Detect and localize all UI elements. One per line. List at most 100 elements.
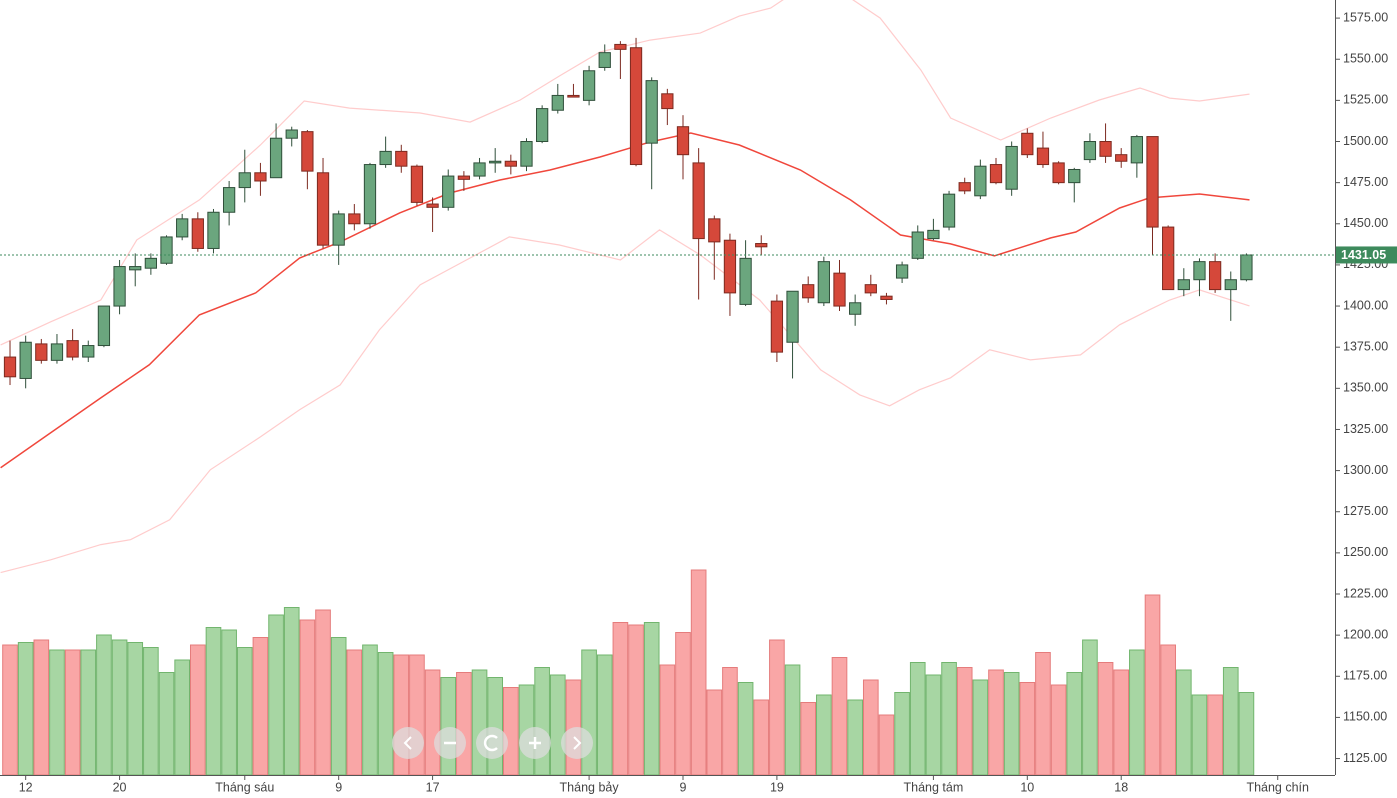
volume-bar	[64, 649, 81, 775]
volume-bar	[1003, 672, 1020, 775]
candle-body	[473, 162, 486, 177]
volume-bar	[831, 657, 848, 775]
volume-bar	[1238, 692, 1255, 775]
volume-bar	[784, 664, 801, 775]
volume-bar	[706, 689, 723, 775]
reset-button[interactable]	[476, 727, 508, 759]
candle-body	[160, 236, 173, 264]
candle-body	[1224, 279, 1237, 291]
candle-body	[348, 213, 361, 225]
x-tick-label: 9	[680, 780, 687, 794]
volume-bar	[456, 672, 472, 775]
volume-bar	[737, 682, 754, 775]
candle-body	[207, 211, 220, 249]
candle-body	[1005, 145, 1018, 190]
volume-bar	[925, 674, 942, 775]
candle-body	[442, 175, 455, 208]
candle-body	[97, 305, 111, 347]
x-tick-label: 12	[19, 780, 33, 794]
volume-bar	[862, 679, 879, 775]
volume-bar	[96, 634, 112, 775]
zoom-in-button[interactable]	[519, 727, 551, 759]
volume-bar	[252, 637, 269, 775]
candle-body	[50, 343, 64, 361]
x-tick-label: 17	[426, 780, 440, 794]
candle-body	[395, 150, 408, 167]
candle-body	[645, 80, 658, 144]
volume-bar	[1066, 672, 1083, 775]
volume-bar	[362, 644, 378, 775]
volume-bar	[127, 642, 144, 775]
y-tick-label: 1275.00	[1343, 504, 1388, 518]
zoom-out-button[interactable]	[434, 727, 466, 759]
candle-body	[176, 218, 189, 238]
volume-bar	[283, 607, 300, 775]
volume-bar	[2, 644, 18, 775]
volume-bar	[909, 662, 926, 775]
candle-body	[19, 341, 32, 379]
volume-bar	[189, 644, 206, 775]
y-tick-label: 1400.00	[1343, 298, 1388, 312]
candle-body	[426, 203, 439, 208]
volume-bar	[1144, 594, 1161, 775]
candle-body	[536, 108, 549, 143]
candle-body	[927, 229, 940, 240]
candle-body	[457, 175, 471, 180]
x-tick-label: Tháng bảy	[560, 780, 620, 794]
candle-body	[285, 129, 298, 139]
volume-bar	[769, 639, 785, 775]
x-tick-label: Tháng tám	[904, 780, 964, 794]
volume-bar	[17, 642, 34, 775]
volume-bar	[174, 659, 190, 775]
volume-bar	[377, 652, 394, 775]
volume-bar	[440, 677, 457, 775]
volume-bar	[1097, 662, 1114, 775]
candle-body	[82, 345, 95, 358]
last-price-box	[1336, 246, 1397, 264]
volume-bar	[878, 714, 895, 775]
y-tick-label: 1375.00	[1343, 339, 1388, 353]
scroll-left-button[interactable]	[392, 727, 424, 759]
y-tick-label: 1150.00	[1343, 710, 1387, 724]
volume-bar	[1191, 694, 1208, 775]
candle-body	[567, 94, 580, 98]
candle-body	[551, 94, 564, 111]
candle-body	[598, 52, 611, 68]
candle-body	[332, 213, 345, 246]
y-tick-label: 1350.00	[1343, 381, 1388, 395]
candle-body	[802, 284, 815, 299]
volume-bar	[236, 647, 253, 775]
volume-bar	[612, 622, 629, 775]
candle-body	[1115, 154, 1128, 162]
volume-bar	[221, 629, 237, 775]
scroll-right-button[interactable]	[561, 727, 593, 759]
candle-body	[1162, 226, 1175, 291]
candle-body	[770, 300, 784, 353]
volume-bar	[268, 614, 284, 775]
candle-body	[786, 290, 799, 343]
volume-bar	[143, 647, 159, 775]
x-tick-label: 20	[113, 780, 127, 794]
volume-bar	[628, 624, 644, 775]
candle-body	[582, 70, 596, 101]
volume-bar	[1175, 669, 1192, 775]
volume-bar	[111, 639, 128, 775]
candle-body	[363, 164, 377, 225]
volume-bar	[675, 632, 691, 775]
candle-body	[3, 356, 17, 378]
candle-body	[1240, 254, 1253, 281]
candle-body	[676, 126, 690, 156]
x-tick-label: 18	[1114, 780, 1128, 794]
candle-body	[144, 257, 158, 269]
candle-body	[1099, 141, 1112, 157]
candle-body	[1068, 168, 1081, 184]
volume-bar	[722, 667, 738, 775]
candle-body	[113, 266, 126, 307]
candle-body	[316, 172, 330, 246]
candle-body	[629, 47, 643, 166]
volume-bar	[534, 667, 550, 775]
volume-bar	[1082, 639, 1098, 775]
volume-bar	[800, 702, 817, 775]
y-tick-label: 1450.00	[1343, 216, 1388, 230]
volume-bar	[1019, 682, 1036, 775]
